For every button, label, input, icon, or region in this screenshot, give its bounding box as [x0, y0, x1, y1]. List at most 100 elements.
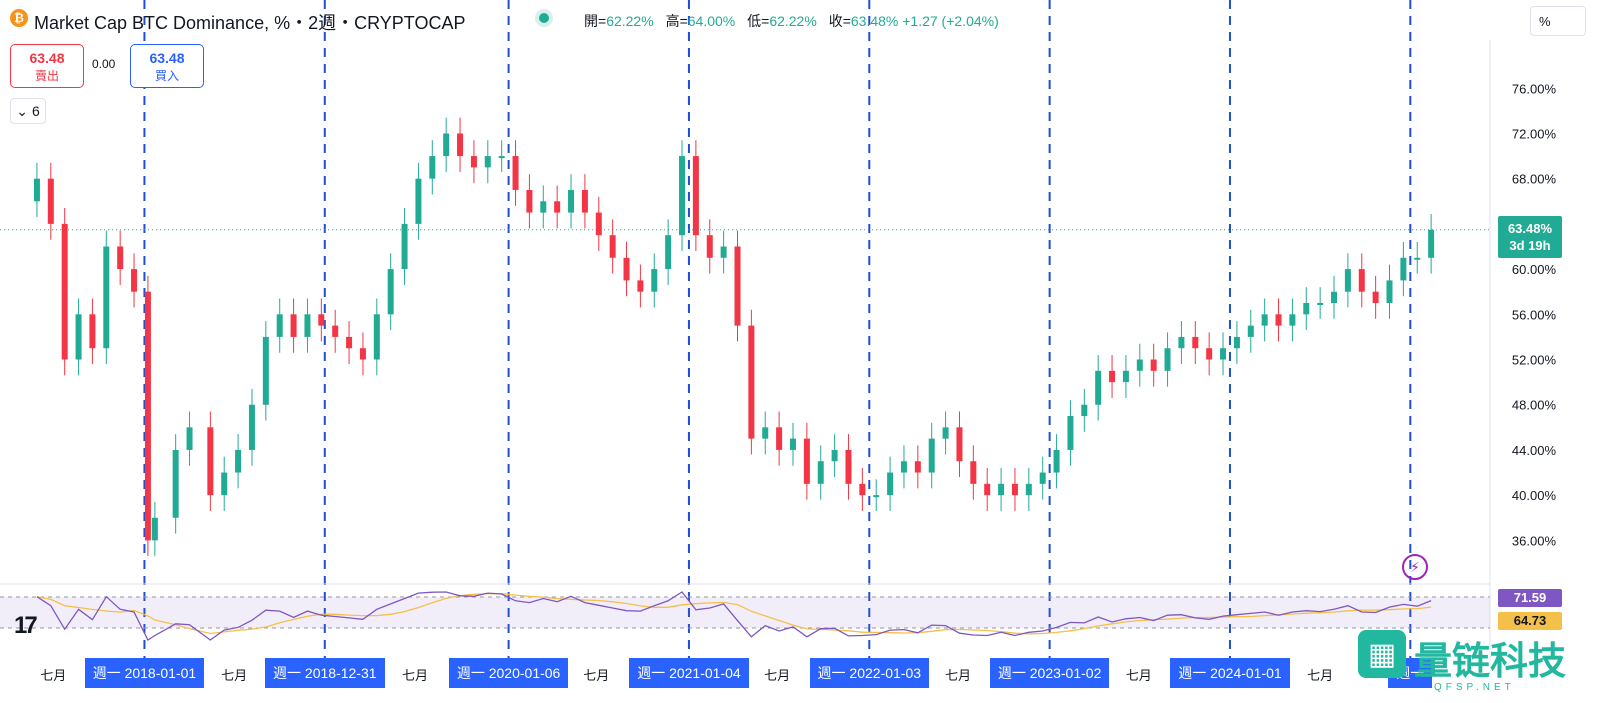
candle-body: [498, 156, 505, 159]
candle-body: [887, 472, 894, 496]
candle-body: [1303, 303, 1310, 315]
rsi-value-tag: 71.59: [1498, 589, 1562, 607]
candle-body: [75, 314, 82, 360]
ohlc-close-label: 收: [828, 13, 843, 29]
y-tick-label: 60.00%: [1512, 262, 1557, 277]
x-tick-month-label: 七月: [945, 668, 971, 683]
candle-body: [1386, 280, 1393, 304]
x-tick-month-label: 七月: [1126, 668, 1152, 683]
candle-body: [387, 269, 394, 315]
candle-body: [762, 427, 769, 439]
candle-body: [568, 189, 575, 213]
date-tag: 週一 2021-01-04: [629, 658, 749, 688]
sell-label: 賣出: [34, 69, 59, 83]
candle-body: [1372, 291, 1379, 304]
ohlc-high-value: 64.00%: [687, 13, 736, 29]
candle-body: [89, 314, 96, 349]
candle-body: [415, 178, 422, 224]
candle-body: [789, 438, 796, 450]
candle-body: [103, 246, 110, 349]
x-tick-month-label: 七月: [583, 668, 609, 683]
x-tick-month-label: 七月: [40, 668, 66, 683]
price-unit-selector[interactable]: %: [1530, 6, 1586, 36]
lightning-icon[interactable]: ⚡: [1402, 554, 1428, 580]
candle-body: [1233, 336, 1240, 349]
candle-body: [900, 461, 907, 473]
y-tick-label: 48.00%: [1512, 398, 1557, 413]
candle-body: [1220, 348, 1227, 360]
bar-countdown: 3d 19h: [1509, 238, 1551, 253]
candle-body: [248, 404, 255, 450]
candle-body: [443, 133, 450, 157]
candle-body: [186, 427, 193, 450]
candle-body: [1053, 449, 1060, 473]
qr-grid-icon: ▦: [1358, 630, 1406, 678]
candle-body: [221, 472, 228, 496]
y-tick-label: 36.00%: [1512, 533, 1557, 548]
candle-body: [526, 189, 533, 213]
candle-body: [1011, 483, 1018, 496]
y-tick-label: 52.00%: [1512, 353, 1557, 368]
indicators-count: 6: [31, 103, 40, 119]
x-tick-month-label: 七月: [764, 668, 790, 683]
candle-body: [1400, 257, 1407, 281]
candle-body: [623, 257, 630, 281]
candle-body: [1275, 314, 1282, 326]
candle-body: [33, 178, 40, 202]
candle-body: [706, 235, 713, 258]
candle-body: [151, 517, 158, 541]
symbol-title[interactable]: Market Cap BTC Dominance, %・2週・CRYPTOCAP: [34, 13, 466, 33]
candle-body: [1414, 257, 1421, 260]
market-status-icon: [539, 13, 549, 23]
candle-body: [1428, 229, 1435, 258]
candle-body: [235, 449, 242, 473]
candle-body: [332, 325, 339, 337]
bitcoin-logo-icon: ₿: [10, 9, 28, 27]
candle-body: [470, 156, 477, 168]
date-tag: 週一 2018-12-31: [265, 658, 385, 688]
candle-body: [61, 223, 68, 360]
date-tag: 週一 2022-01-03: [809, 658, 930, 688]
candle-body: [457, 133, 464, 157]
rsi-ma-line: [36, 593, 1432, 635]
buy-button[interactable]: 63.48 買入: [130, 44, 204, 88]
candle-body: [262, 336, 269, 405]
candle-body: [1122, 370, 1129, 383]
candle-body: [1136, 359, 1143, 371]
ohlc-low-label: 低: [747, 13, 762, 29]
candle-body: [984, 483, 991, 496]
x-tick-month-label: 七月: [221, 668, 247, 683]
watermark-subtext: QFSP.NET: [1434, 682, 1515, 693]
candle-body: [609, 235, 616, 258]
y-tick-label: 56.00%: [1512, 307, 1557, 322]
sell-button[interactable]: 63.48 賣出: [10, 44, 84, 88]
y-tick-label: 40.00%: [1512, 488, 1557, 503]
candle-body: [429, 156, 436, 179]
ohlc-legend: 開=62.22% 高=64.00% 低=62.22% 收=63.48% +1.2…: [584, 13, 999, 29]
sell-price: 63.48: [29, 50, 65, 66]
candle-body: [1289, 314, 1296, 326]
candle-body: [637, 280, 644, 292]
candle-body: [651, 269, 658, 292]
ohlc-close-value: 63.48% +1.27 (+2.04%): [850, 13, 999, 29]
candle-body: [1150, 359, 1157, 371]
spread-value: 0.00: [92, 57, 116, 71]
candle-body: [942, 427, 949, 439]
candle-body: [692, 156, 699, 236]
y-tick-label: 76.00%: [1512, 81, 1557, 96]
candle-body: [359, 348, 366, 360]
candle-body: [734, 246, 741, 326]
candle-body: [873, 495, 880, 498]
indicators-collapse-button[interactable]: ⌄ 6: [10, 98, 46, 124]
candle-body: [131, 269, 138, 292]
candle-body: [956, 427, 963, 462]
candle-body: [1206, 348, 1213, 360]
candle-body: [207, 427, 214, 496]
candle-body: [665, 235, 672, 270]
candle-body: [172, 449, 179, 518]
date-tag: 週一 2024-01-01: [1170, 658, 1290, 688]
buy-label: 買入: [154, 69, 179, 83]
candle-body: [859, 483, 866, 496]
candle-body: [47, 178, 54, 224]
